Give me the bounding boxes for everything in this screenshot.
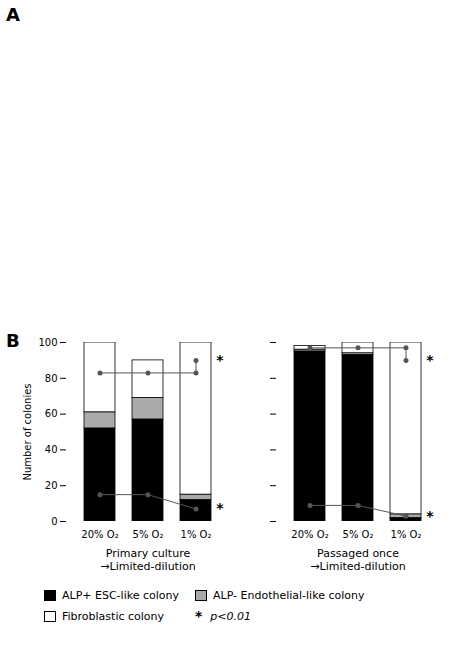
svg-text:20% O₂: 20% O₂	[81, 529, 118, 540]
svg-text:20: 20	[45, 480, 58, 491]
html-text:B: B	[6, 330, 20, 351]
svg-text:1% O₂: 1% O₂	[391, 529, 422, 540]
svg-text:Number of colonies: Number of colonies	[22, 383, 33, 480]
html-text:Passaged once →Limited-dilutio: Passaged once →Limited-dilution	[310, 547, 406, 573]
html-text:p<0.01: p<0.01	[210, 609, 251, 623]
svg-text:*: *	[216, 352, 224, 368]
svg-text:1% O₂: 1% O₂	[181, 529, 212, 540]
svg-text:100: 100	[38, 337, 57, 348]
svg-text:*: *	[216, 500, 224, 516]
svg-text:*: *	[426, 352, 434, 368]
svg-text:60: 60	[45, 408, 58, 419]
svg-text:40: 40	[45, 444, 58, 455]
html-text:A: A	[6, 4, 20, 25]
svg-text:5% O₂: 5% O₂	[133, 529, 164, 540]
svg-text:80: 80	[45, 373, 58, 384]
html-text:ALP- Endothelial-like colony: ALP- Endothelial-like colony	[213, 589, 365, 602]
svg-text:*: *	[426, 508, 434, 524]
svg-text:0: 0	[51, 516, 57, 527]
svg-text:5% O₂: 5% O₂	[343, 529, 374, 540]
svg-text:20% O₂: 20% O₂	[291, 529, 328, 540]
html-text:Primary culture →Limited-dilut: Primary culture →Limited-dilution	[100, 547, 196, 573]
html-text:ALP+ ESC-like colony: ALP+ ESC-like colony	[62, 589, 179, 602]
html-text:Fibroblastic colony: Fibroblastic colony	[62, 609, 164, 623]
